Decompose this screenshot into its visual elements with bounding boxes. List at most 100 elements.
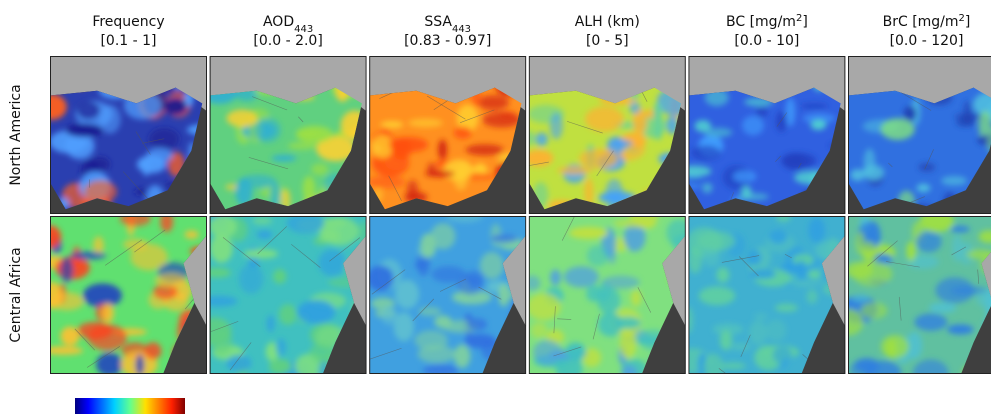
blob	[716, 267, 729, 282]
blob	[271, 155, 296, 162]
blob	[49, 292, 83, 310]
title-part: SSA	[424, 14, 452, 30]
blob	[414, 330, 447, 350]
blob	[273, 269, 286, 284]
blob	[721, 362, 746, 369]
blob	[598, 312, 623, 336]
blob	[44, 346, 84, 354]
blob	[720, 330, 732, 350]
blob	[531, 322, 548, 338]
column-range: [0.0 - 10]	[734, 33, 799, 49]
blob	[296, 131, 322, 138]
map-panel	[201, 44, 379, 231]
blob	[392, 138, 412, 160]
blob	[467, 318, 487, 330]
blob	[906, 241, 916, 261]
blob	[466, 144, 504, 155]
blob	[408, 119, 443, 128]
blob	[853, 261, 893, 287]
blob	[239, 264, 263, 294]
blob	[203, 267, 230, 277]
column-title: ALH (km)	[575, 14, 640, 30]
title-part: BC [mg/m	[726, 14, 796, 30]
blob	[155, 273, 187, 287]
blob	[381, 306, 397, 325]
blob	[903, 106, 916, 121]
blob	[769, 230, 786, 244]
blob	[800, 103, 828, 109]
map-panel	[510, 47, 695, 222]
blob	[775, 304, 798, 312]
blob	[185, 230, 199, 239]
blob	[482, 112, 520, 128]
blob	[524, 276, 541, 291]
blob	[754, 313, 767, 320]
blob	[963, 101, 972, 125]
blob	[557, 167, 593, 174]
blob	[564, 266, 599, 287]
blob	[226, 355, 251, 372]
blob	[318, 249, 346, 276]
row-label: North America	[8, 84, 24, 185]
row-label: Central Africa	[8, 247, 24, 342]
blob	[438, 139, 447, 159]
title-part: ]	[802, 14, 807, 30]
blob	[733, 170, 756, 182]
blob	[852, 294, 870, 302]
blob	[796, 260, 806, 281]
blob	[279, 304, 297, 325]
blob	[70, 252, 106, 260]
column-range: [0.83 - 0.97]	[404, 33, 491, 49]
blob	[211, 330, 233, 355]
blob	[941, 176, 967, 185]
blob	[257, 230, 273, 239]
blob	[689, 178, 702, 184]
blob	[36, 94, 67, 120]
blob	[810, 119, 826, 130]
column-range: [0 - 5]	[586, 33, 629, 49]
map-panel	[524, 205, 694, 383]
blob	[569, 227, 608, 239]
column-range: [0.0 - 2.0]	[253, 33, 322, 49]
blob	[864, 148, 876, 175]
blob	[269, 359, 292, 374]
blob	[880, 118, 914, 140]
map-panel	[198, 207, 372, 384]
blob	[319, 229, 341, 243]
blob	[756, 106, 768, 117]
colorbar	[75, 398, 185, 414]
blob	[860, 302, 887, 319]
blob	[750, 269, 776, 279]
blob	[741, 186, 751, 199]
title-part: AOD	[263, 14, 294, 30]
blob	[226, 110, 257, 127]
blob	[434, 315, 451, 328]
map-panel	[367, 49, 535, 218]
blob	[703, 354, 723, 381]
column-title: BC [mg/m2]	[726, 13, 808, 31]
blob	[252, 217, 272, 224]
blob	[566, 343, 586, 361]
map-panel	[36, 50, 219, 231]
blob	[597, 287, 620, 314]
blob	[146, 148, 172, 162]
blob	[535, 132, 548, 146]
blob	[423, 364, 459, 377]
blob	[550, 269, 561, 285]
blob	[267, 315, 275, 332]
blob	[697, 232, 735, 251]
blob	[579, 149, 618, 169]
blob	[695, 120, 711, 132]
blob	[950, 226, 970, 233]
blob	[255, 118, 281, 143]
blob	[420, 233, 435, 258]
blob	[585, 107, 624, 132]
blob	[850, 169, 864, 181]
blob	[160, 211, 173, 232]
map-panel	[834, 210, 991, 388]
title-part: ]	[965, 14, 970, 30]
blob	[916, 231, 942, 252]
blob	[783, 153, 807, 170]
column-title: Frequency	[92, 14, 164, 30]
